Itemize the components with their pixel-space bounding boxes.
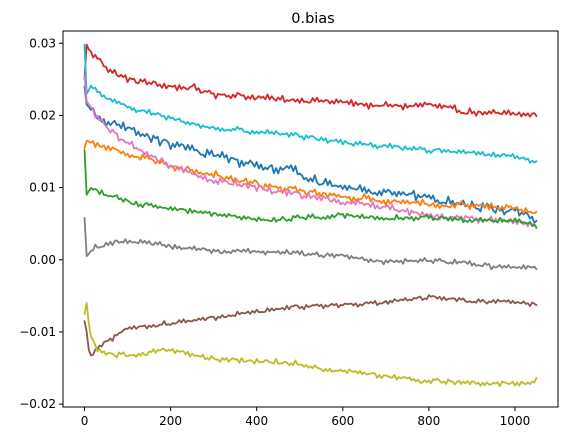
series-line-7	[83, 217, 538, 271]
x-axis: 0 200 400 600 800 1000	[81, 407, 531, 428]
y-tick-label: 0.01	[29, 181, 56, 195]
series-line-6	[83, 149, 538, 229]
y-tick-label: −0.02	[19, 397, 56, 411]
series-line-3	[83, 85, 538, 224]
x-tick-label: 800	[417, 414, 440, 428]
series-line-1	[83, 43, 538, 118]
x-tick-label: 600	[331, 414, 354, 428]
x-tick-label: 200	[159, 414, 182, 428]
y-tick-label: 0.00	[29, 253, 56, 267]
chart-title: 0.bias	[291, 11, 335, 27]
x-tick-label: 400	[245, 414, 268, 428]
series-line-8	[83, 294, 538, 357]
x-tick-label: 0	[81, 414, 89, 428]
y-axis: −0.02 −0.01 0.00 0.01 0.02 0.03	[19, 36, 63, 411]
y-tick-label: 0.02	[29, 108, 56, 122]
series-line-5	[83, 74, 538, 229]
series-line-4	[83, 139, 538, 215]
series-line-2	[83, 43, 538, 164]
y-tick-label: −0.01	[19, 325, 56, 339]
axes-frame	[62, 30, 559, 408]
series-line-9	[83, 302, 538, 388]
x-tick-label: 1000	[500, 414, 531, 428]
series-layer	[83, 43, 538, 388]
y-tick-label: 0.03	[29, 36, 56, 50]
